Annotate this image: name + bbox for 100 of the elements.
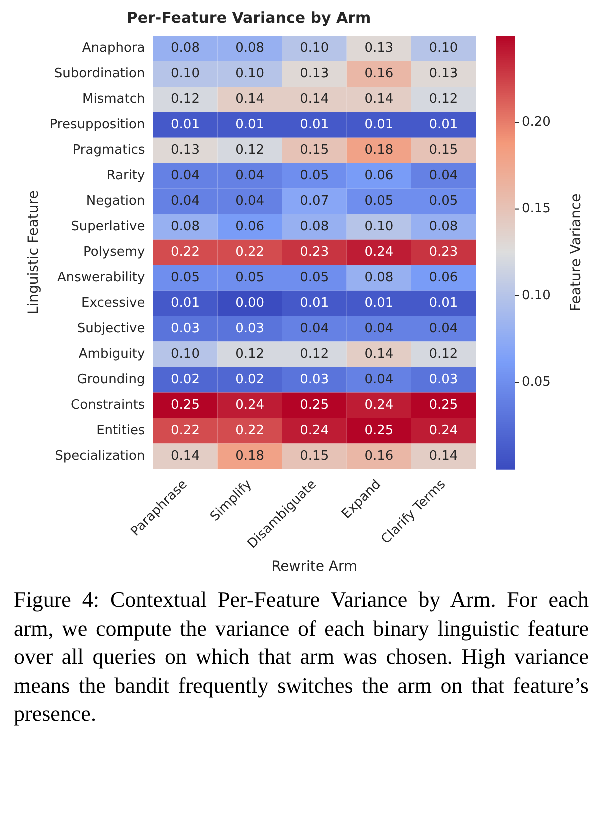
data-label: 0.12: [236, 143, 265, 158]
y-tick-label: Ambiguity: [78, 346, 146, 362]
data-label: 0.24: [236, 398, 265, 413]
data-label: 0.03: [300, 372, 330, 388]
y-tick-label: Polysemy: [83, 244, 146, 260]
data-label: 0.04: [236, 194, 265, 210]
data-label: 0.24: [364, 398, 394, 413]
color-bar-label: 0.05: [522, 374, 551, 390]
data-label: 0.10: [236, 66, 265, 82]
data-label: 0.13: [364, 41, 394, 56]
y-tick-label: Anaphora: [82, 41, 146, 56]
data-label: 0.01: [429, 118, 458, 133]
color-bar-label: 0.15: [522, 202, 551, 217]
data-label: 0.25: [429, 398, 458, 413]
y-tick-label: Excessive: [82, 296, 146, 311]
data-label: 0.23: [300, 244, 330, 260]
data-label: 0.13: [300, 66, 330, 82]
y-tick-label: Subjective: [77, 321, 146, 336]
data-label: 0.04: [171, 168, 200, 184]
y-tick-label: Answerability: [57, 270, 146, 286]
data-label: 0.04: [364, 372, 394, 388]
data-label: 0.04: [429, 321, 458, 336]
data-label: 0.04: [364, 321, 394, 336]
y-tick-label: Rarity: [106, 168, 146, 184]
color-bar-label: 0.10: [522, 288, 551, 304]
data-label: 0.01: [300, 296, 330, 311]
y-tick-label: Entities: [96, 423, 146, 438]
data-label: 0.18: [236, 448, 265, 464]
data-label: 0.25: [364, 423, 394, 438]
data-label: 0.12: [300, 346, 330, 362]
data-label: 0.22: [171, 244, 200, 260]
data-label: 0.02: [236, 372, 265, 388]
data-label: 0.15: [300, 143, 330, 158]
data-label: 0.04: [171, 194, 200, 210]
data-label: 0.24: [364, 244, 394, 260]
data-label: 0.03: [236, 321, 265, 336]
data-label: 0.13: [429, 66, 458, 82]
data-label: 0.18: [364, 143, 394, 158]
data-label: 0.15: [300, 448, 330, 464]
data-label: 0.03: [171, 321, 200, 336]
data-label: 0.01: [236, 118, 265, 133]
data-label: 0.05: [300, 168, 330, 184]
color-bar-label: 0.20: [522, 115, 551, 130]
data-label: 0.01: [171, 296, 200, 311]
y-tick-label: Pragmatics: [72, 143, 146, 158]
data-label: 0.05: [300, 270, 330, 286]
color-bar-title: Feature Variance: [568, 194, 585, 312]
data-label: 0.22: [171, 423, 200, 438]
y-tick-label: Presupposition: [50, 118, 146, 133]
data-label: 0.14: [300, 92, 330, 108]
y-axis-title: Linguistic Feature: [26, 190, 42, 315]
y-tick-label: Specialization: [55, 448, 146, 464]
data-label: 0.06: [364, 168, 394, 184]
data-label: 0.22: [236, 423, 265, 438]
data-label: 0.14: [171, 448, 200, 464]
y-tick-label: Constraints: [71, 398, 146, 413]
data-label: 0.08: [236, 41, 265, 56]
data-label: 0.04: [236, 168, 265, 184]
data-label: 0.05: [236, 270, 265, 286]
data-label: 0.08: [429, 220, 458, 234]
data-label: 0.14: [236, 92, 265, 108]
data-label: 0.07: [300, 194, 330, 210]
data-label: 0.22: [236, 244, 265, 260]
y-tick-label: Mismatch: [82, 92, 146, 108]
data-label: 0.15: [429, 143, 458, 158]
data-label: 0.01: [364, 118, 394, 133]
data-label: 0.10: [300, 41, 330, 56]
data-label: 0.10: [364, 220, 394, 234]
data-label: 0.05: [364, 194, 394, 210]
data-label: 0.14: [429, 448, 458, 464]
data-label: 0.02: [171, 372, 200, 388]
data-label: 0.04: [300, 321, 330, 336]
y-tick-label: Superlative: [71, 220, 146, 234]
data-label: 0.16: [364, 448, 394, 464]
data-label: 0.12: [171, 92, 200, 108]
data-label: 0.16: [364, 66, 394, 82]
data-label: 0.04: [429, 168, 458, 184]
data-label: 0.10: [429, 41, 458, 56]
data-label: 0.00: [236, 296, 265, 311]
data-label: 0.05: [171, 270, 200, 286]
y-tick-label: Grounding: [77, 372, 146, 388]
data-label: 0.25: [171, 398, 200, 413]
data-label: 0.05: [429, 194, 458, 210]
data-label: 0.01: [171, 118, 200, 133]
x-axis-title: Rewrite Arm: [272, 559, 358, 576]
data-label: 0.01: [429, 296, 458, 311]
data-label: 0.06: [236, 220, 265, 234]
data-label: 0.24: [300, 423, 330, 438]
data-label: 0.23: [429, 244, 458, 260]
data-label: 0.12: [236, 346, 265, 362]
data-label: 0.13: [171, 143, 200, 158]
data-label: 0.08: [171, 41, 200, 56]
data-label: 0.25: [300, 398, 330, 413]
data-label: 0.24: [429, 423, 458, 438]
data-label: 0.12: [429, 346, 458, 362]
data-label: 0.08: [171, 220, 200, 234]
data-label: 0.06: [429, 270, 458, 286]
y-tick-label: Subordination: [54, 66, 146, 82]
chart-title: Per-Feature Variance by Arm: [126, 8, 372, 27]
data-label: 0.12: [429, 92, 458, 108]
